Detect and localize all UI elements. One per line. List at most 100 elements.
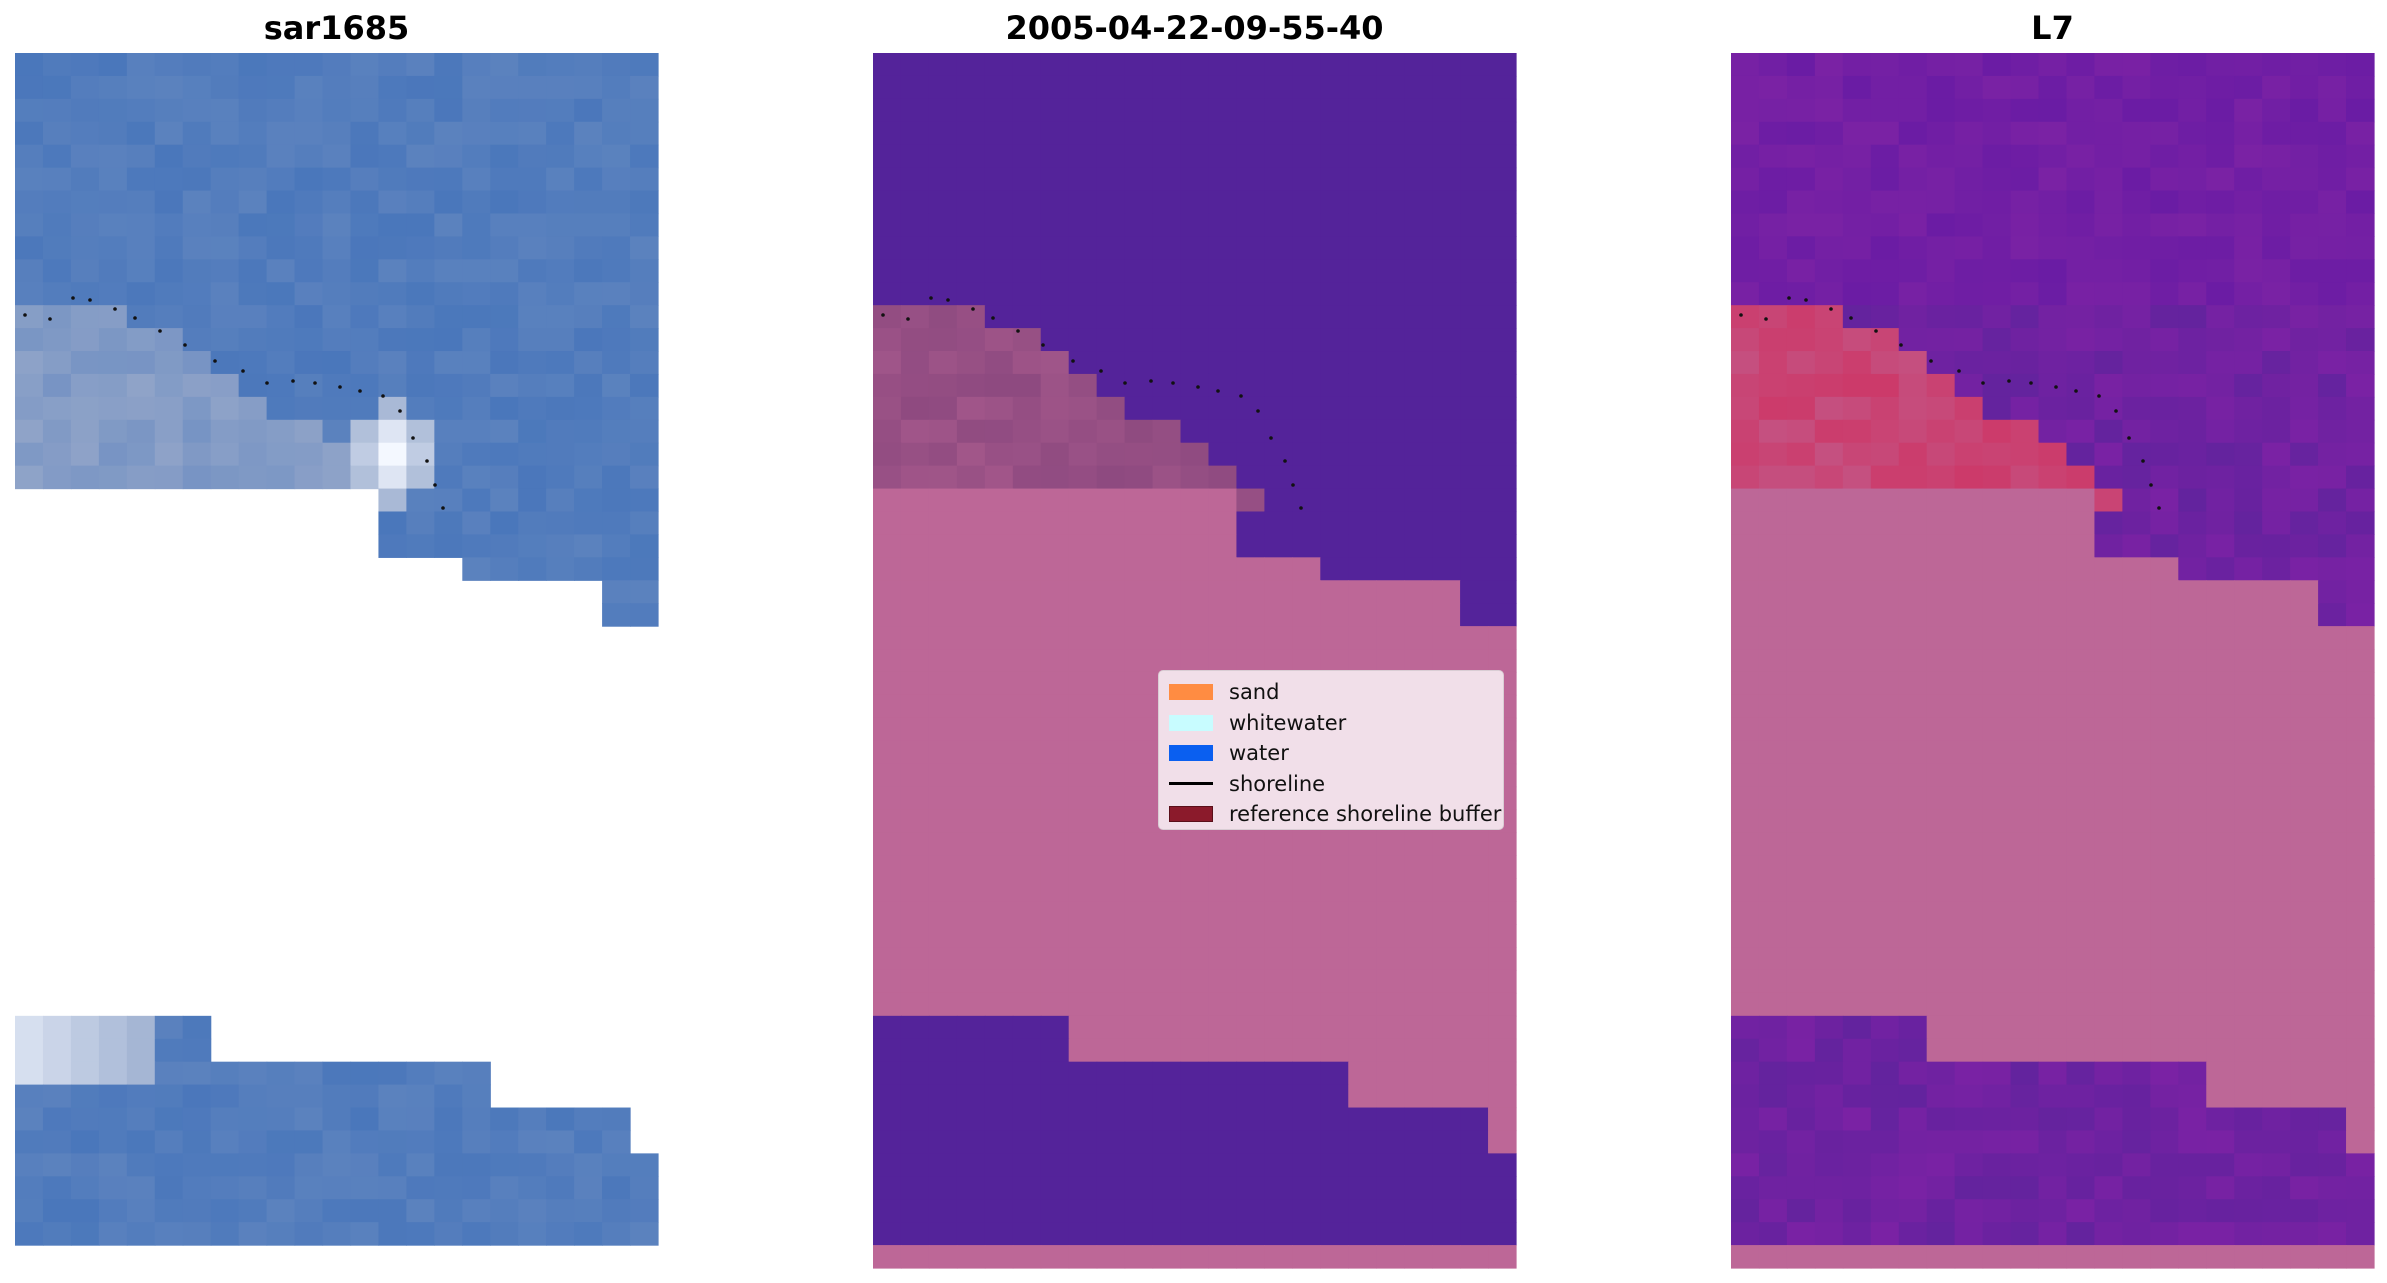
pixel-cell	[98, 282, 128, 306]
pixel-cell	[2178, 603, 2207, 627]
pixel-cell	[2122, 671, 2151, 696]
pixel-cell	[2066, 832, 2096, 856]
pixel-cell	[1842, 649, 1872, 673]
pixel-cell	[154, 1038, 184, 1063]
pixel-cell	[1842, 75, 1872, 100]
pixel-cell	[1320, 969, 1349, 994]
pixel-cell	[1180, 878, 1210, 902]
shoreline-point	[441, 506, 445, 510]
pixel-cell	[1488, 121, 1517, 146]
pixel-cell	[98, 167, 128, 192]
pixel-cell	[1124, 626, 1154, 650]
pixel-cell	[210, 351, 240, 375]
pixel-cell	[2178, 419, 2207, 444]
pixel-cell	[182, 1038, 212, 1063]
pixel-cell	[1926, 1176, 1956, 1200]
pixel-cell	[1786, 1222, 1816, 1246]
pixel-cell	[434, 1153, 463, 1177]
pixel-cell	[266, 1061, 296, 1086]
pixel-cell	[1124, 1061, 1154, 1086]
pixel-cell	[1040, 1038, 1070, 1063]
pixel-cell	[406, 1176, 435, 1200]
pixel-cell	[2346, 992, 2375, 1017]
pixel-cell	[350, 1130, 380, 1154]
pixel-cell	[1208, 1084, 1238, 1109]
pixel-cell	[2038, 694, 2068, 719]
pixel-cell	[2150, 1222, 2179, 1246]
pixel-cell	[1432, 236, 1461, 260]
pixel-cell	[42, 1130, 72, 1154]
pixel-cell	[1096, 603, 1126, 627]
pixel-cell	[1320, 419, 1349, 444]
pixel-cell	[2234, 167, 2263, 192]
pixel-cell	[378, 465, 407, 490]
pixel-cell	[1348, 534, 1377, 558]
pixel-cell	[210, 419, 240, 444]
pixel-cell	[2178, 832, 2207, 856]
pixel-cell	[238, 373, 268, 398]
pixel-cell	[1264, 1107, 1293, 1132]
pixel-cell	[1040, 465, 1070, 490]
pixel-cell	[873, 786, 902, 811]
pixel-cell	[1731, 832, 1760, 856]
pixel-cell	[1236, 144, 1265, 169]
pixel-cell	[873, 351, 902, 375]
pixel-cell	[126, 328, 156, 352]
pixel-cell	[1758, 855, 1788, 879]
pixel-cell	[1731, 1084, 1760, 1109]
pixel-cell	[602, 75, 631, 100]
pixel-cell	[1404, 1222, 1433, 1246]
pixel-cell	[2038, 121, 2068, 146]
pixel-cell	[630, 259, 659, 283]
pixel-cell	[574, 557, 603, 581]
pixel-cell	[1152, 649, 1182, 673]
pixel-cell	[490, 465, 519, 490]
pixel-cell	[1012, 694, 1042, 719]
pixel-cell	[1376, 649, 1405, 673]
pixel-cell	[2010, 763, 2040, 788]
pixel-cell	[1982, 75, 2012, 100]
pixel-cell	[546, 98, 575, 123]
pixel-cell	[294, 144, 324, 169]
pixel-cell	[2346, 190, 2375, 215]
pixel-cell	[1292, 580, 1321, 604]
pixel-cell	[1376, 1061, 1405, 1086]
shoreline-point	[265, 381, 269, 385]
pixel-cell	[1208, 259, 1238, 283]
pixel-cell	[1096, 351, 1126, 375]
pixel-cell	[1954, 144, 1984, 169]
pixel-cell	[1488, 75, 1517, 100]
pixel-cell	[956, 1061, 986, 1086]
pixel-cell	[1432, 878, 1461, 902]
pixel-cell	[294, 442, 324, 467]
pixel-cell	[1040, 1176, 1070, 1200]
pixel-cell	[1348, 236, 1377, 260]
pixel-cell	[2038, 213, 2068, 237]
pixel-cell	[322, 1130, 352, 1154]
pixel-cell	[378, 282, 407, 306]
pixel-cell	[1012, 534, 1042, 558]
pixel-cell	[956, 98, 986, 123]
pixel-cell	[1898, 328, 1928, 352]
pixel-cell	[2066, 282, 2096, 306]
pixel-cell	[928, 924, 958, 948]
pixel-cell	[1786, 373, 1816, 398]
pixel-cell	[1236, 1222, 1265, 1246]
pixel-cell	[1842, 282, 1872, 306]
pixel-cell	[15, 167, 44, 192]
pixel-cell	[1460, 167, 1489, 192]
pixel-cell	[1348, 213, 1377, 237]
pixel-cell	[546, 557, 575, 581]
pixel-cell	[1236, 236, 1265, 260]
pixel-cell	[984, 190, 1014, 215]
pixel-cell	[98, 121, 128, 146]
pixel-cell	[546, 442, 575, 467]
pixel-cell	[1954, 419, 1984, 444]
pixel-cell	[1954, 373, 1984, 398]
pixel-cell	[490, 190, 519, 215]
pixel-cell	[1460, 328, 1489, 352]
pixel-cell	[15, 282, 44, 306]
pixel-cell	[70, 98, 100, 123]
pixel-cell	[1926, 1245, 1956, 1269]
pixel-cell	[1758, 1199, 1788, 1223]
